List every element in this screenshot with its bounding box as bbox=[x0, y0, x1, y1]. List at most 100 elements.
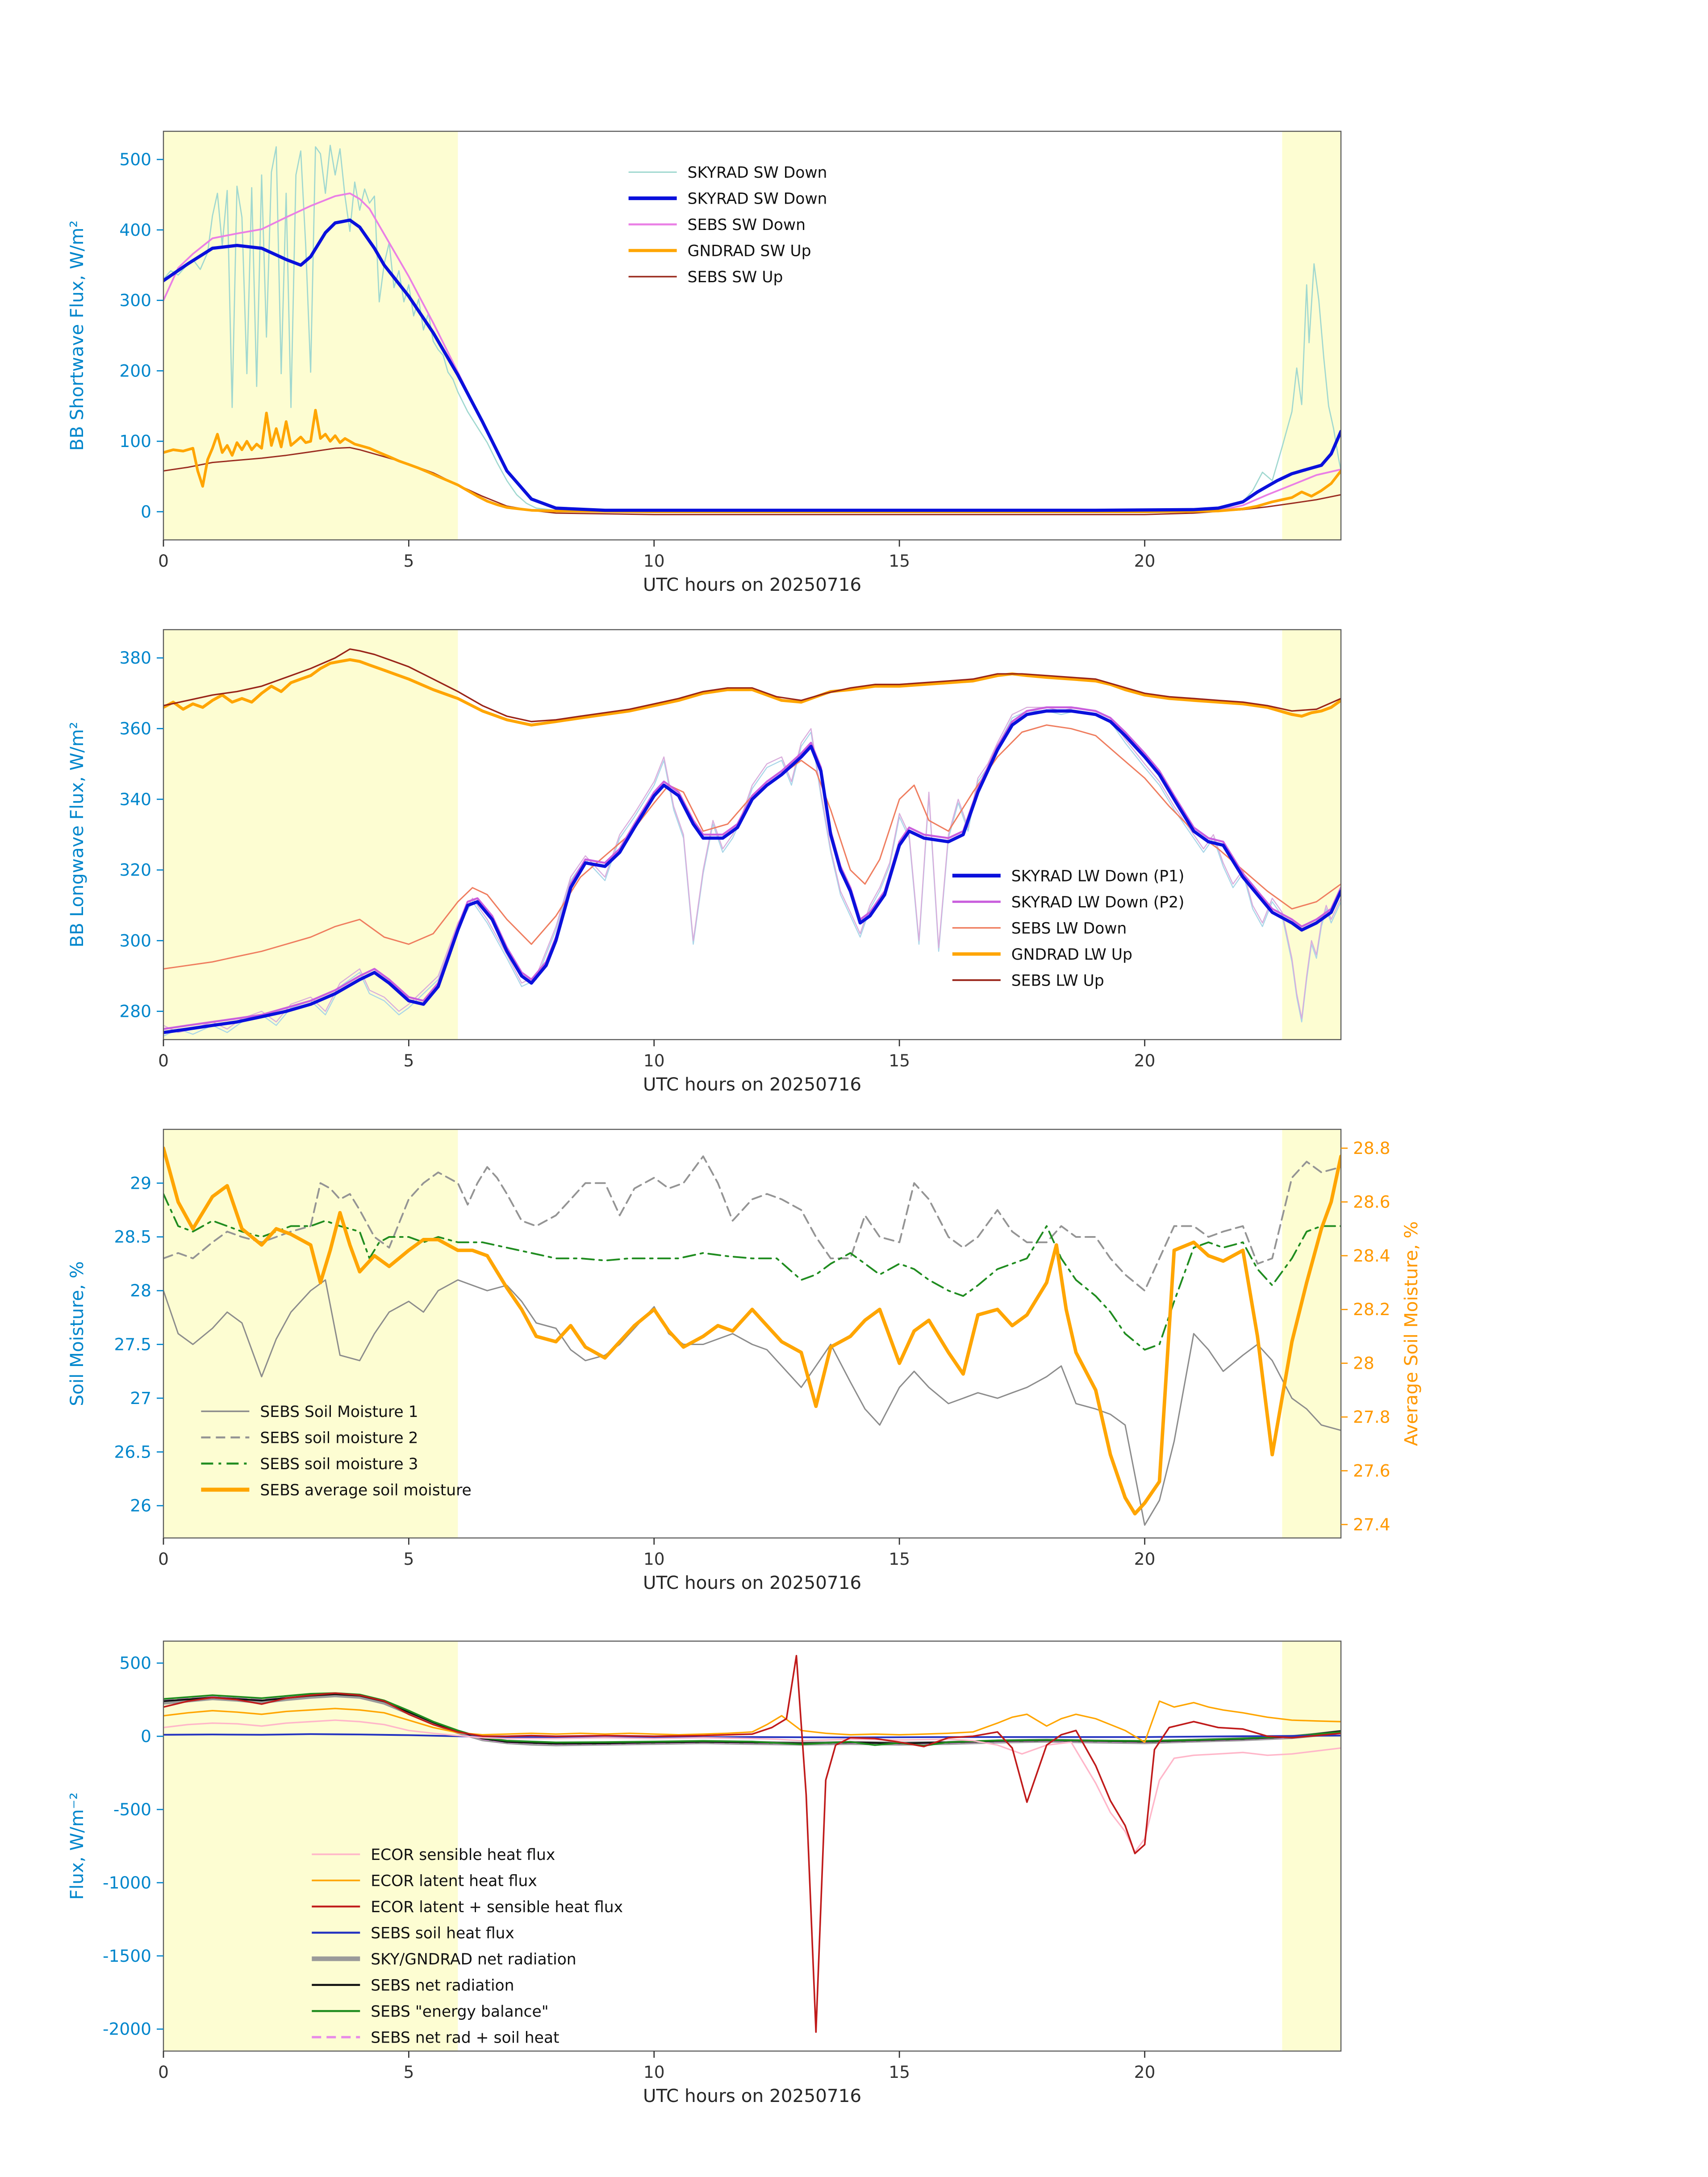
x-tick-label: 15 bbox=[889, 551, 910, 571]
x-tick-label: 20 bbox=[1134, 2062, 1156, 2082]
y-tick-label: 28.5 bbox=[114, 1227, 152, 1247]
plot-frame bbox=[163, 629, 1342, 1040]
series-sebs-soil-moisture-2 bbox=[163, 1155, 1341, 1292]
legend-label: ECOR sensible heat flux bbox=[371, 1846, 555, 1864]
legend-label: SKYRAD SW Down bbox=[688, 164, 827, 182]
y-tick-label: 29 bbox=[130, 1173, 151, 1193]
y-tick-label: 400 bbox=[119, 220, 151, 240]
x-tick-label: 5 bbox=[403, 1549, 414, 1569]
series-ecor-latent-sensible-heat-flux bbox=[163, 1655, 1341, 2033]
y-tick-label: 320 bbox=[119, 860, 151, 880]
y-tick-label: 26 bbox=[130, 1496, 151, 1516]
y-tick-label: 0 bbox=[141, 502, 151, 522]
y-tick-label: 380 bbox=[119, 648, 151, 668]
x-axis-label: UTC hours on 20250716 bbox=[643, 1074, 861, 1095]
legend-label: SEBS SW Up bbox=[688, 268, 783, 286]
y-tick-label: 500 bbox=[119, 1653, 151, 1673]
x-tick-label: 10 bbox=[643, 1549, 665, 1569]
series-skyrad-lw-down-p1-1min bbox=[163, 710, 1341, 1037]
legend-label: SEBS "energy balance" bbox=[371, 2003, 548, 2021]
y-tick-label: -1000 bbox=[103, 1873, 151, 1893]
y-tick-label: 27 bbox=[130, 1388, 151, 1408]
y-tick-label: 280 bbox=[119, 1002, 151, 1021]
series-skyrad-lw-down-p1 bbox=[163, 709, 1341, 1034]
chart-sm: 0 5 10 15 20 26 26.5 27 27.5 28 28.5 29 27.4 27.6 27.8… bbox=[66, 1128, 1422, 1593]
legend-label: SKYRAD SW Down bbox=[688, 190, 827, 208]
x-tick-label: 10 bbox=[643, 1051, 665, 1070]
night-shading-band bbox=[163, 131, 458, 540]
night-shading-band bbox=[1282, 1641, 1341, 2051]
y2-tick-label: 27.8 bbox=[1353, 1407, 1391, 1427]
series-sebs-soil-moisture-1 bbox=[163, 1279, 1341, 1526]
legend-label: ECOR latent + sensible heat flux bbox=[371, 1898, 623, 1916]
legend-label: SEBS LW Up bbox=[1011, 972, 1104, 990]
legend-label: SEBS net rad + soil heat bbox=[371, 2029, 559, 2047]
plot-frame bbox=[163, 1128, 1342, 1539]
y-axis-label: BB Shortwave Flux, W/m² bbox=[66, 220, 88, 451]
x-tick-label: 20 bbox=[1134, 1549, 1156, 1569]
legend-label: SKY/GNDRAD net radiation bbox=[371, 1951, 576, 1968]
y-tick-label: 27.5 bbox=[114, 1334, 152, 1354]
y2-tick-label: 28.8 bbox=[1353, 1138, 1391, 1158]
x-tick-label: 0 bbox=[158, 1051, 169, 1070]
series-skyrad-sw-down bbox=[163, 218, 1341, 512]
legend-label: SEBS Soil Moisture 1 bbox=[260, 1403, 418, 1421]
series-skyrad-lw-down-p2 bbox=[163, 706, 1341, 1030]
y2-axis-label: Average Soil Moisture, % bbox=[1400, 1221, 1422, 1446]
y-tick-label: 500 bbox=[119, 150, 151, 169]
x-tick-label: 5 bbox=[403, 2062, 414, 2082]
y-tick-label: -1500 bbox=[103, 1946, 151, 1966]
y-tick-label: 100 bbox=[119, 431, 151, 451]
y-tick-label: 28 bbox=[130, 1281, 151, 1300]
legend-label: SEBS soil heat flux bbox=[371, 1924, 514, 1942]
legend: SKYRAD SW Down SKYRAD SW Down SEBS SW Down… bbox=[628, 164, 827, 286]
plot-frame bbox=[163, 130, 1342, 541]
x-tick-label: 10 bbox=[643, 551, 665, 571]
x-tick-label: 15 bbox=[889, 1051, 910, 1070]
series-sebs-sw-up bbox=[163, 447, 1341, 515]
y2-tick-label: 28 bbox=[1353, 1354, 1374, 1373]
series-gndrad-lw-up bbox=[163, 658, 1341, 727]
y-axis-label: BB Longwave Flux, W/m² bbox=[66, 722, 88, 947]
series-ecor-sensible-heat-flux bbox=[163, 1719, 1341, 1853]
legend-label: GNDRAD SW Up bbox=[688, 242, 811, 260]
y2-tick-label: 28.2 bbox=[1353, 1300, 1391, 1319]
legend-label: SEBS LW Down bbox=[1011, 919, 1127, 937]
y-axis-label: Soil Moisture, % bbox=[66, 1261, 88, 1406]
legend-label: SEBS soil moisture 3 bbox=[260, 1455, 418, 1473]
x-tick-label: 5 bbox=[403, 551, 414, 571]
legend: SEBS Soil Moisture 1 SEBS soil moisture 2… bbox=[201, 1403, 472, 1499]
x-axis-label: UTC hours on 20250716 bbox=[643, 1572, 861, 1593]
x-tick-label: 0 bbox=[158, 2062, 169, 2082]
x-axis-label: UTC hours on 20250716 bbox=[643, 574, 861, 595]
chart-fx: 0 5 10 15 20 -2000 -1500 -1000 -500 0 500 Flux, W/m… bbox=[66, 1640, 1342, 2106]
y-tick-label: 340 bbox=[119, 790, 151, 809]
x-tick-label: 5 bbox=[403, 1051, 414, 1070]
y-axis-label: Flux, W/m⁻² bbox=[66, 1793, 88, 1900]
y-tick-label: 26.5 bbox=[114, 1442, 152, 1462]
plot-frame bbox=[163, 1640, 1342, 2052]
y-tick-label: 300 bbox=[119, 291, 151, 310]
x-tick-label: 15 bbox=[889, 1549, 910, 1569]
night-shading-band bbox=[163, 630, 458, 1040]
y-tick-label: 200 bbox=[119, 361, 151, 380]
chart-lw: 0 5 10 15 20 280 300 320 340 360 380 BB Longwave Fl… bbox=[66, 629, 1342, 1095]
legend-label: SKYRAD LW Down (P2) bbox=[1011, 894, 1185, 911]
legend-label: GNDRAD LW Up bbox=[1011, 946, 1132, 964]
legend-label: SKYRAD LW Down (P1) bbox=[1011, 867, 1185, 885]
legend-label: SEBS average soil moisture bbox=[260, 1481, 471, 1499]
legend: ECOR sensible heat flux ECOR latent heat … bbox=[312, 1846, 623, 2047]
series-skyrad-lw-down-p2-1min bbox=[163, 706, 1341, 1033]
x-tick-label: 20 bbox=[1134, 551, 1156, 571]
night-shading-band bbox=[1282, 630, 1341, 1040]
y2-tick-label: 28.6 bbox=[1353, 1192, 1391, 1212]
y-tick-label: 360 bbox=[119, 719, 151, 738]
x-tick-label: 0 bbox=[158, 1549, 169, 1569]
x-tick-label: 20 bbox=[1134, 1051, 1156, 1070]
y-tick-label: -2000 bbox=[103, 2019, 151, 2039]
x-tick-label: 10 bbox=[643, 2062, 665, 2082]
y-tick-label: -500 bbox=[113, 1800, 151, 1819]
